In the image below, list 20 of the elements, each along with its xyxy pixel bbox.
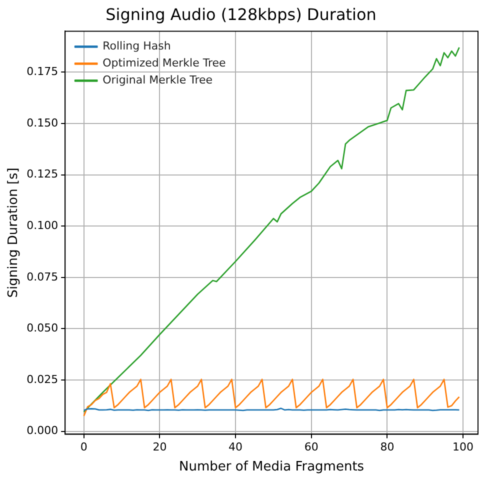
y-tick-label: 0.000 xyxy=(26,424,58,438)
chart-title: Signing Audio (128kbps) Duration xyxy=(106,4,376,24)
x-tick-label: 100 xyxy=(452,440,474,454)
y-axis-title: Signing Duration [s] xyxy=(6,168,22,298)
y-tick-label: 0.150 xyxy=(26,116,58,130)
y-tick-label: 0.125 xyxy=(26,168,58,181)
legend-label: Optimized Merkle Tree xyxy=(102,56,226,70)
x-tick-label: 80 xyxy=(380,440,394,454)
legend-label: Rolling Hash xyxy=(102,40,171,53)
y-tick-label: 0.025 xyxy=(26,372,58,386)
y-tick-label: 0.175 xyxy=(26,65,58,78)
x-tick-label: 0 xyxy=(80,440,88,454)
x-axis-title: Number of Media Fragments xyxy=(179,460,364,475)
y-tick-label: 0.050 xyxy=(26,322,58,335)
x-tick-label: 20 xyxy=(152,440,167,454)
y-tick-label: 0.100 xyxy=(26,218,58,232)
x-tick-label: 40 xyxy=(228,440,243,454)
legend-label: Original Merkle Tree xyxy=(102,74,213,87)
x-tick-label: 60 xyxy=(304,440,318,454)
y-tick-label: 0.075 xyxy=(26,270,58,284)
